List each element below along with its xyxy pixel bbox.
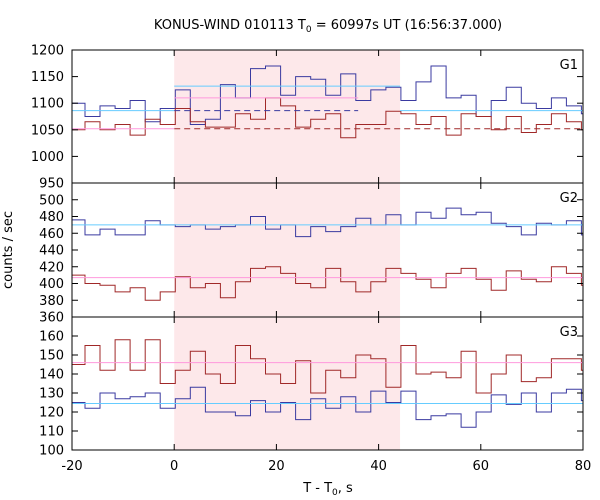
y-tick-label: 110 bbox=[39, 425, 64, 440]
panel-label: G1 bbox=[560, 58, 578, 73]
series-g3-1 bbox=[72, 339, 583, 394]
x-tick-label: 20 bbox=[268, 459, 285, 474]
y-tick-label: 130 bbox=[39, 387, 64, 402]
y-tick-label: 1150 bbox=[31, 70, 64, 85]
series-g3-0 bbox=[72, 386, 583, 428]
y-axis-label: counts / sec bbox=[1, 211, 16, 289]
x-tick-label: 60 bbox=[473, 459, 490, 474]
y-tick-label: 1050 bbox=[31, 123, 64, 138]
x-tick-label: -20 bbox=[61, 459, 82, 474]
panel-label: G3 bbox=[560, 325, 578, 340]
x-tick-label: 80 bbox=[575, 459, 592, 474]
series-g1-0 bbox=[72, 65, 583, 125]
y-tick-label: 100 bbox=[39, 444, 64, 459]
y-tick-label: 120 bbox=[39, 406, 64, 421]
y-tick-label: 160 bbox=[39, 330, 64, 345]
y-tick-label: 1000 bbox=[31, 150, 64, 165]
y-tick-label: 480 bbox=[39, 210, 64, 225]
x-axis-label: T - T0, s bbox=[302, 481, 353, 498]
chart-title: KONUS-WIND 010113 T0 = 60997s UT (16:56:… bbox=[154, 18, 502, 35]
y-tick-label: 400 bbox=[39, 277, 64, 292]
x-tick-label: 0 bbox=[170, 459, 178, 474]
y-tick-label: 440 bbox=[39, 244, 64, 259]
y-tick-label: 150 bbox=[39, 349, 64, 364]
burst-interval-highlight bbox=[174, 50, 401, 450]
y-tick-label: 420 bbox=[39, 260, 64, 275]
plot-area: 95010001050110011501200G1360380400420440… bbox=[31, 44, 591, 475]
series-g1-1 bbox=[72, 97, 583, 139]
y-tick-label: 460 bbox=[39, 227, 64, 242]
y-tick-label: 500 bbox=[39, 193, 64, 208]
y-tick-label: 1100 bbox=[31, 97, 64, 112]
y-tick-label: 950 bbox=[39, 177, 64, 192]
series-g2-1 bbox=[72, 266, 583, 301]
panel-label: G2 bbox=[560, 191, 578, 206]
y-tick-label: 140 bbox=[39, 368, 64, 383]
panel-g3: 100 110 120 130 140 150 160 G3 bbox=[39, 316, 584, 459]
y-tick-label: 1200 bbox=[31, 44, 64, 59]
panel-frame-g3 bbox=[71, 316, 584, 451]
y-tick-label: 360 bbox=[39, 311, 64, 326]
y-tick-label: 380 bbox=[39, 294, 64, 309]
x-tick-label: 40 bbox=[370, 459, 387, 474]
